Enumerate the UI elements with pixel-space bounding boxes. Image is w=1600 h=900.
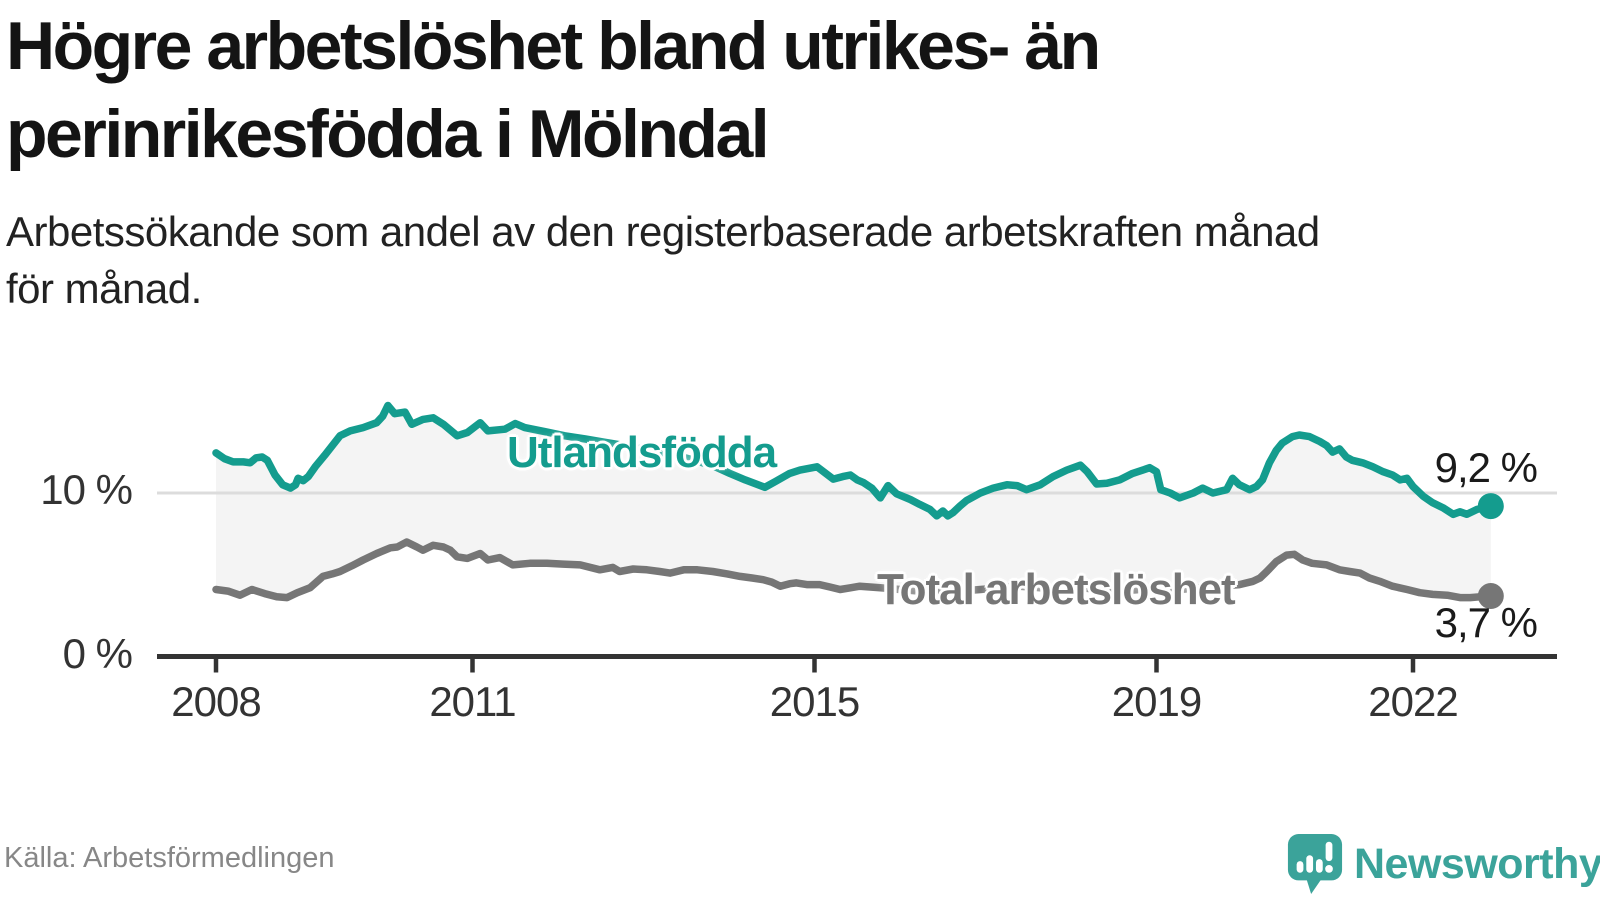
brand-logo: Newsworthy (1286, 832, 1600, 896)
x-tick-label-2022: 2022 (1368, 678, 1458, 725)
y-tick-label-0: 0 % (62, 629, 133, 677)
chart-subtitle: Arbetssökande som andel av den registerb… (6, 203, 1551, 317)
end-dot-total (1477, 583, 1504, 610)
chart-subtitle-line1: Arbetssökande som andel av den registerb… (6, 208, 1320, 255)
line-total (212, 538, 1495, 602)
brand-wordmark: Newsworthy (1354, 839, 1600, 888)
end-value-label-utlandsfodda: 9,2 % (1434, 444, 1538, 491)
x-tick-label-2019: 2019 (1111, 678, 1202, 725)
fill-between-series (216, 405, 1491, 598)
x-tick-label-2008: 2008 (171, 678, 261, 725)
newsworthy-bubble-icon (1287, 834, 1343, 894)
series-label-total: Total arbetslöshet (877, 565, 1236, 614)
chart-title-line1: Högre arbetslöshet bland utrikes- än (6, 8, 1101, 84)
end-value-label-total: 3,7 % (1434, 599, 1538, 646)
x-tick-label-2015: 2015 (769, 678, 860, 725)
y-tick-label-10: 10 % (40, 466, 133, 513)
chart-subtitle-line2: för månad. (6, 265, 202, 312)
series-label-utlandsfodda: Utlandsfödda (507, 428, 777, 477)
end-dot-utlandsfodda (1477, 493, 1504, 520)
source-note: Källa: Arbetsförmedlingen (4, 842, 335, 874)
x-tick-label-2011: 2011 (429, 678, 516, 725)
chart-title-line2: inrikesfödda i Mölndal (104, 96, 769, 172)
chart-title: Högre arbetslöshet bland utrikes- än per… (6, 8, 1101, 172)
line-utlandsfodda (212, 401, 1495, 520)
